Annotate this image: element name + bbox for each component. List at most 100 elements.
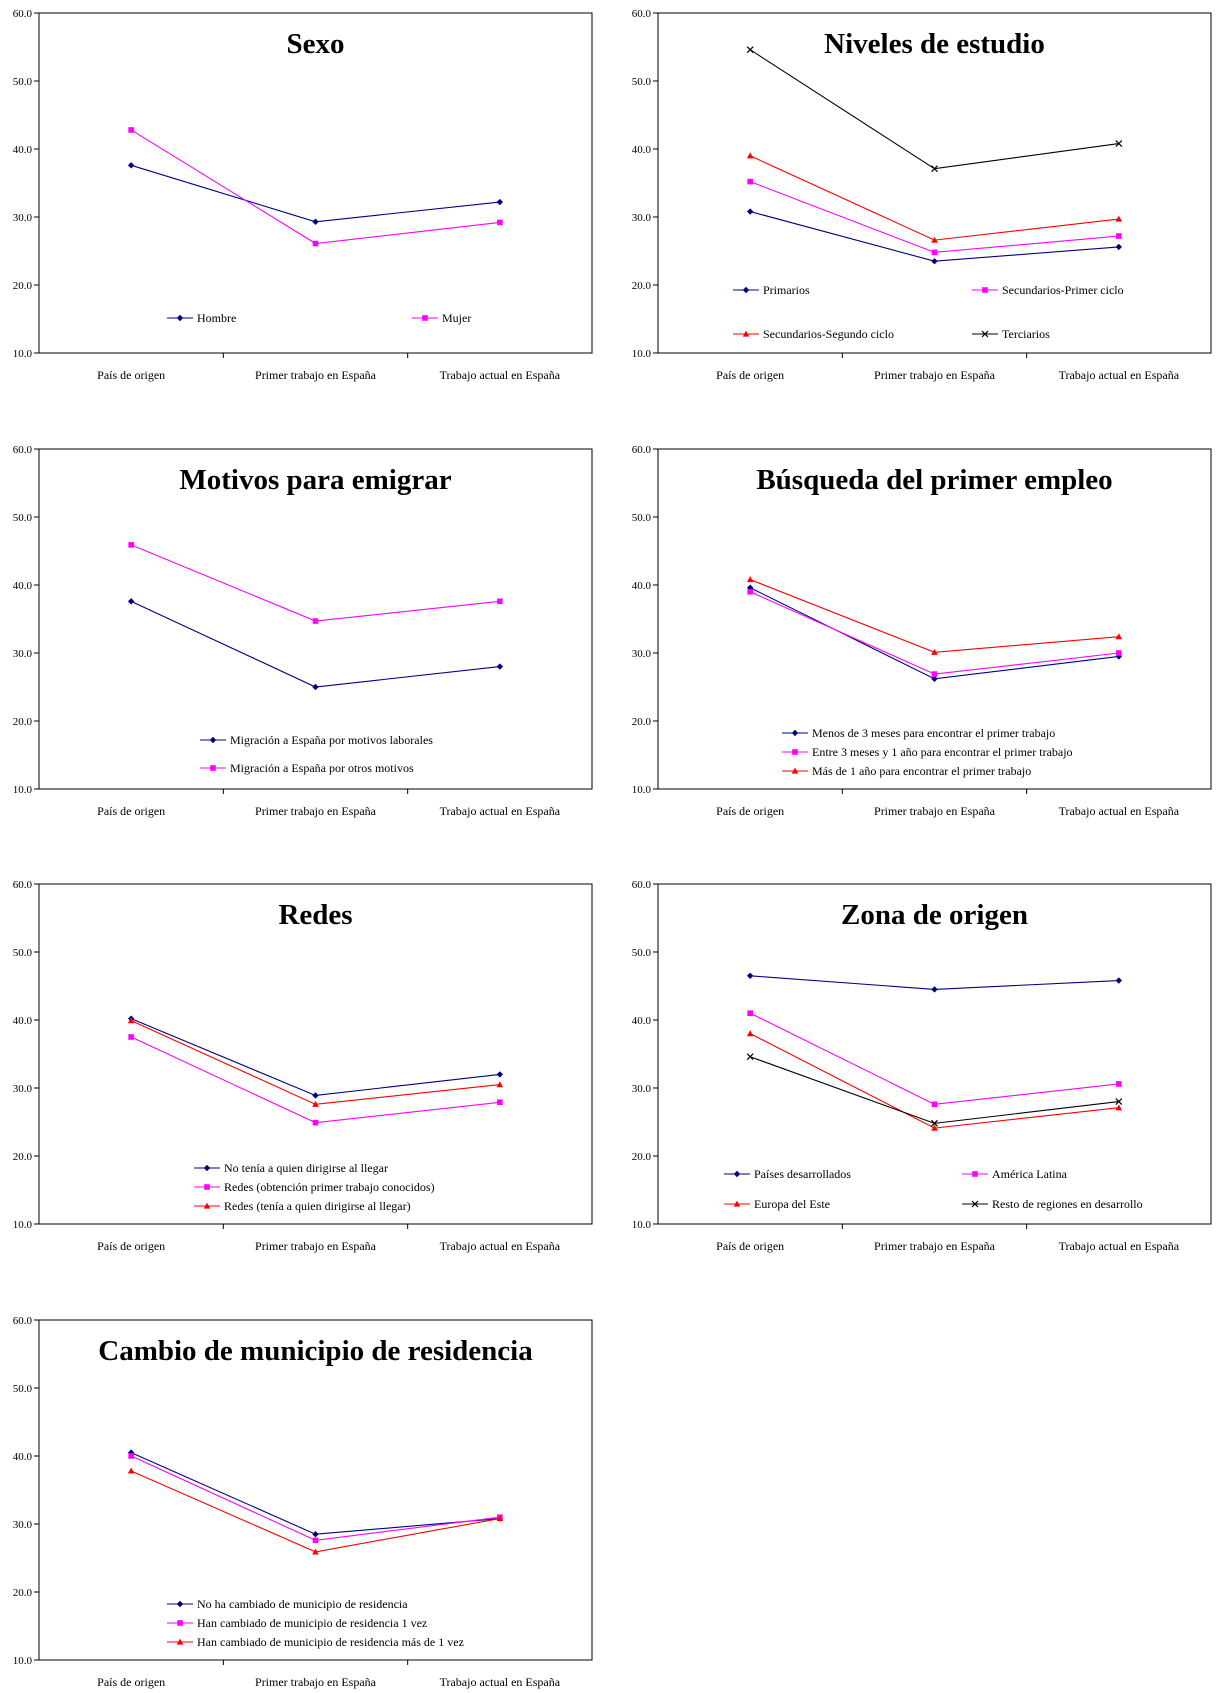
series-1 — [127, 162, 504, 225]
data-point — [1116, 233, 1122, 239]
legend-item: No tenía a quien dirigirse al llegar — [194, 1161, 388, 1175]
data-point — [931, 165, 938, 173]
y-tick-label: 50.0 — [632, 512, 652, 524]
chart-2: 10.0 20.0 30.0 40.0 50.0 60.0 País de origen Pr… — [632, 8, 1212, 382]
data-point — [746, 208, 754, 215]
data-point — [931, 671, 938, 677]
legend-marker — [742, 286, 750, 294]
series-line — [130, 1452, 500, 1535]
x-tick-label: Trabajo actual en España — [440, 1239, 561, 1253]
data-point — [312, 218, 319, 225]
data-point — [746, 576, 754, 583]
x-tick-label: Primer trabajo en España — [874, 368, 996, 382]
y-tick-label: 20.0 — [13, 1151, 33, 1163]
data-point — [497, 598, 503, 605]
legend-item: Han cambiado de municipio de residencia … — [167, 1616, 427, 1630]
data-point — [312, 1548, 319, 1555]
legend-item: Migración a España por otros motivos — [200, 761, 414, 775]
data-point — [1115, 633, 1123, 640]
data-point — [496, 1515, 504, 1522]
data-point — [747, 178, 753, 185]
data-point — [931, 675, 938, 683]
data-point — [497, 219, 503, 226]
data-point — [931, 1101, 938, 1108]
data-point — [312, 1100, 319, 1107]
y-tick-label: 40.0 — [13, 144, 33, 156]
series-2 — [128, 1034, 503, 1126]
y-tick-label: 40.0 — [13, 1015, 33, 1027]
legend-label: No ha cambiado de municipio de residenci… — [197, 1597, 408, 1611]
x-tick-label: País de origen — [716, 368, 784, 382]
legend-item: Migración a España por motivos laborales — [200, 733, 433, 747]
y-tick-label: 20.0 — [13, 1587, 33, 1599]
x-tick-label: País de origen — [716, 1239, 784, 1253]
y-tick-label: 30.0 — [13, 648, 33, 660]
legend-marker — [982, 287, 988, 293]
x-tick-label: Trabajo actual en España — [440, 1675, 561, 1689]
data-point — [931, 1124, 938, 1131]
series-4 — [746, 1053, 1123, 1127]
y-tick-label: 50.0 — [13, 512, 33, 524]
legend-label: Más de 1 año para encontrar el primer tr… — [812, 764, 1031, 778]
chart-title: Búsqueda del primer empleo — [756, 464, 1112, 496]
y-tick-label: 30.0 — [13, 212, 33, 224]
legend-item: Primarios — [733, 283, 810, 297]
y-tick-label: 10.0 — [13, 348, 33, 360]
legend-label: Han cambiado de municipio de residencia … — [197, 1635, 464, 1649]
series-2 — [747, 589, 1122, 677]
legend-item: Redes (obtención primer trabajo conocido… — [194, 1180, 435, 1194]
legend: No tenía a quien dirigirse al llegar Rede… — [194, 1161, 435, 1213]
chart-5: 10.0 20.0 30.0 40.0 50.0 60.0 País de origen Pr… — [13, 879, 593, 1253]
legend-marker — [733, 1200, 741, 1207]
legend-item: No ha cambiado de municipio de residenci… — [167, 1597, 408, 1611]
chart-title: Zona de origen — [841, 899, 1028, 931]
y-tick-label: 60.0 — [632, 444, 652, 456]
series-1 — [746, 208, 1123, 265]
y-tick-label: 40.0 — [632, 1015, 652, 1027]
series-1 — [127, 1015, 504, 1099]
y-tick-label: 30.0 — [632, 1083, 652, 1095]
series-3 — [127, 1467, 504, 1555]
y-tick-label: 40.0 — [632, 144, 652, 156]
series-1 — [746, 584, 1123, 683]
chart-title: Niveles de estudio — [824, 28, 1045, 60]
data-point — [1115, 243, 1123, 251]
data-point — [931, 236, 938, 243]
legend: Hombre Mujer — [167, 311, 471, 325]
series-line — [749, 1033, 1119, 1129]
x-tick-label: País de origen — [716, 804, 784, 818]
y-tick-label: 20.0 — [632, 1151, 652, 1163]
x-tick-label: País de origen — [97, 1239, 165, 1253]
data-point — [931, 249, 938, 256]
legend-marker — [791, 729, 799, 737]
data-point — [747, 1010, 753, 1016]
y-tick-label: 50.0 — [632, 947, 652, 959]
legend-label: Secundarios-Segundo ciclo — [763, 327, 894, 341]
series-3 — [746, 152, 1123, 243]
x-tick-label: Trabajo actual en España — [440, 368, 561, 382]
legend-marker — [972, 1171, 978, 1177]
plot-frame — [657, 883, 1212, 1225]
legend-item: Menos de 3 meses para encontrar el prime… — [782, 726, 1055, 740]
series-line — [130, 544, 500, 622]
y-tick-label: 30.0 — [13, 1519, 33, 1531]
data-point — [746, 46, 754, 54]
data-point — [312, 683, 319, 691]
legend: No ha cambiado de municipio de residenci… — [167, 1597, 464, 1649]
y-tick-label: 30.0 — [632, 648, 652, 660]
series-2 — [128, 542, 503, 624]
y-tick-label: 10.0 — [13, 784, 33, 796]
series-line — [130, 129, 500, 245]
legend-item: Hombre — [167, 311, 236, 325]
y-tick-label: 10.0 — [13, 1655, 33, 1667]
y-tick-label: 60.0 — [632, 8, 652, 20]
y-tick-label: 60.0 — [13, 879, 33, 891]
y-tick-label: 10.0 — [632, 784, 652, 796]
y-tick-label: 60.0 — [13, 1315, 33, 1327]
legend-label: Europa del Este — [754, 1197, 830, 1211]
data-point — [128, 542, 134, 548]
legend-item: Redes (tenía a quien dirigirse al llegar… — [194, 1199, 411, 1213]
y-tick-label: 20.0 — [632, 716, 652, 728]
legend-label: Migración a España por otros motivos — [230, 761, 414, 775]
legend-label: Mujer — [442, 311, 471, 325]
